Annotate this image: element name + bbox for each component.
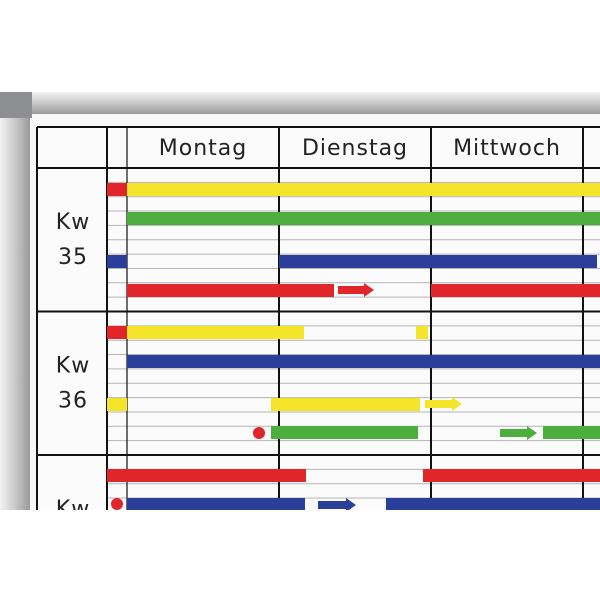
- strip: [127, 498, 305, 510]
- strip: [423, 469, 600, 482]
- strip: [431, 284, 600, 297]
- frame-left: [0, 92, 30, 510]
- arrow-magnet: [425, 397, 462, 411]
- week-label: 35: [58, 245, 88, 270]
- week-label: 36: [58, 389, 88, 414]
- week-label: Kw: [56, 210, 90, 235]
- strip: [127, 183, 600, 196]
- strip: [127, 326, 304, 339]
- frame-corner: [0, 92, 32, 118]
- strip: [416, 326, 428, 339]
- frame-top: [0, 92, 600, 114]
- day-header: Mittwoch: [453, 136, 561, 161]
- strip: [127, 212, 600, 225]
- labels: Montag Dienstag Mittwoch Kw 35 Kw 36 Kw: [56, 136, 561, 522]
- magnetic-strips: [107, 183, 600, 510]
- strip: [107, 326, 127, 339]
- strip: [386, 498, 600, 510]
- arrow-magnet: [500, 426, 537, 440]
- day-header: Dienstag: [302, 136, 408, 161]
- strip: [127, 284, 334, 297]
- strip: [107, 398, 127, 411]
- strip: [271, 426, 418, 439]
- board: Montag Dienstag Mittwoch Kw 35 Kw 36 Kw: [0, 92, 600, 522]
- week-label: Kw: [56, 354, 90, 379]
- arrow-magnet: [338, 283, 374, 297]
- strip: [107, 255, 127, 268]
- day-header: Montag: [159, 136, 247, 161]
- arrow-magnet: [318, 498, 356, 510]
- dot-magnet: [253, 427, 265, 439]
- strip: [107, 469, 306, 482]
- strip: [107, 183, 127, 196]
- strip: [543, 426, 600, 439]
- strip: [271, 398, 420, 411]
- strip: [127, 355, 600, 368]
- strip: [279, 255, 597, 268]
- week-label: Kw: [56, 497, 90, 522]
- dot-magnet: [111, 498, 123, 510]
